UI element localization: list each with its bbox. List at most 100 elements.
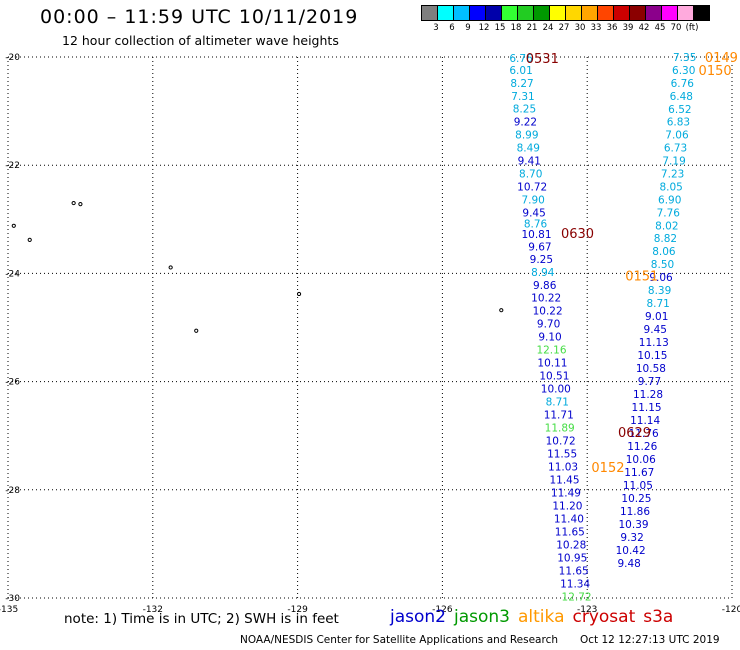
legend-label: 33 [590,23,602,33]
wave-height-value: 11.15 [632,402,662,414]
legend-label: (ft) [685,23,699,33]
wave-height-value: 9.01 [645,311,668,323]
wave-height-value: 7.06 [665,129,689,141]
legend-label: 12 [478,23,490,33]
legend-label: 24 [542,23,554,33]
pass-time-label: 0151 [625,270,658,285]
x-tick-label: -123 [577,605,597,615]
wave-height-value: 8.39 [648,285,671,297]
wave-height-value: 7.23 [661,168,684,180]
x-tick-label: -126 [432,605,453,615]
wave-height-legend: 3 6 9 12 15 18 21 24 27 30 33 36 39 42 45 70 (ft) [421,5,710,33]
wave-height-value: 10.11 [537,358,567,370]
wave-height-value: 8.71 [646,298,669,310]
wave-height-value: 9.67 [528,241,551,253]
island-outline [296,291,302,297]
legend-label: 36 [606,23,618,33]
satellite-key: jason2 jason3 altika cryosat s3a [390,607,681,627]
wave-height-value: 7.31 [511,91,534,103]
wave-height-value: 8.02 [655,220,678,232]
wave-height-value: 10.22 [533,306,563,318]
page-subtitle: 12 hour collection of altimeter wave hei… [62,33,339,48]
legend-swatch [693,5,710,21]
wave-height-value: 9.41 [518,155,541,167]
wave-height-value: 9.10 [538,332,561,344]
y-tick-label: -30 [5,594,20,604]
satellite-s3a: s3a [643,607,674,627]
y-tick-label: -24 [5,269,20,279]
wave-height-value: 10.28 [556,539,586,551]
wave-height-value: 9.70 [537,319,560,331]
wave-height-value: 9.45 [644,324,667,336]
wave-height-value: 11.55 [547,449,577,461]
wave-height-value: 9.32 [620,532,643,544]
wave-height-value: 9.25 [530,254,553,266]
wave-height-value: 6.52 [668,104,691,116]
wave-height-value: 8.71 [546,397,569,409]
legend-label: 30 [574,23,586,33]
pass-time-label: 0150 [699,64,732,79]
wave-height-value: 11.71 [544,410,574,422]
wave-height-value: 6.83 [667,116,690,128]
legend-label: 27 [558,23,570,33]
wave-height-value: 6.76 [509,53,533,65]
credit-text: NOAA/NESDIS Center for Satellite Applica… [240,634,558,646]
wave-height-value: 6.73 [664,142,687,154]
y-tick-label: -26 [5,378,20,388]
island-outline [168,265,173,270]
wave-height-value: 10.95 [557,552,587,564]
island-outline [11,223,16,228]
legend-label: 18 [510,23,522,33]
wave-height-value: 10.72 [517,181,547,193]
wave-height-value: 11.13 [639,337,669,349]
generated-timestamp: Oct 12 12:27:13 UTC 2019 [580,634,720,646]
wave-height-value: 9.06 [649,272,673,284]
pass-time-label: 0630 [561,227,594,242]
x-tick-label: -129 [287,605,308,615]
wave-height-value: 9.48 [617,558,640,570]
wave-height-value: 9.45 [522,207,545,219]
wave-height-value: 7.90 [521,194,544,206]
wave-height-value: 10.25 [621,493,651,505]
legend-label: 70 [670,23,682,33]
wave-height-value: 8.49 [517,142,540,154]
wave-height-value: 11.34 [560,578,590,590]
island-outline [194,328,199,333]
wave-height-value: 8.27 [510,78,533,90]
wave-height-value: 8.50 [651,259,674,271]
wave-height-value: 10.81 [521,229,551,241]
satellite-altika: altika [518,607,565,627]
wave-height-value: 12.16 [536,345,566,357]
satellite-cryosat: cryosat [572,607,636,627]
wave-height-value: 6.90 [658,194,681,206]
wave-height-value: 11.45 [549,475,579,487]
legend-label: 42 [638,23,650,33]
wave-height-value: 11.65 [559,565,589,577]
wave-height-value: 7.19 [662,155,685,167]
wave-height-value: 10.42 [616,545,646,557]
pass-time-label: 0149 [705,51,738,66]
satellite-jason3: jason3 [454,607,510,627]
wave-height-value: 11.14 [630,415,660,427]
wave-height-value: 8.76 [524,219,548,231]
legend-labels: 3 6 9 12 15 18 21 24 27 30 33 36 39 42 45 70 (ft) [421,21,709,33]
island-outline [78,202,83,207]
wave-height-value: 11.49 [551,488,581,500]
wave-height-value: 10.22 [531,293,561,305]
y-tick-label: -20 [5,53,20,63]
wave-height-value: 6.30 [672,65,695,77]
wave-height-value: 11.76 [629,428,659,440]
y-tick-label: -22 [5,161,20,171]
wave-height-value: 10.51 [539,371,569,383]
y-tick-label: -28 [5,486,20,496]
wave-height-value: 9.86 [533,280,557,292]
wave-height-value: 8.70 [519,168,542,180]
x-tick-label: -120 [722,605,740,615]
wave-height-value: 10.00 [541,384,571,396]
island-outline [27,237,32,242]
legend-label: 9 [465,23,471,33]
wave-height-value: 8.06 [652,246,676,258]
wave-height-value: 11.20 [552,500,582,512]
footer-note: note: 1) Time is in UTC; 2) SWH is in fe… [64,611,339,627]
